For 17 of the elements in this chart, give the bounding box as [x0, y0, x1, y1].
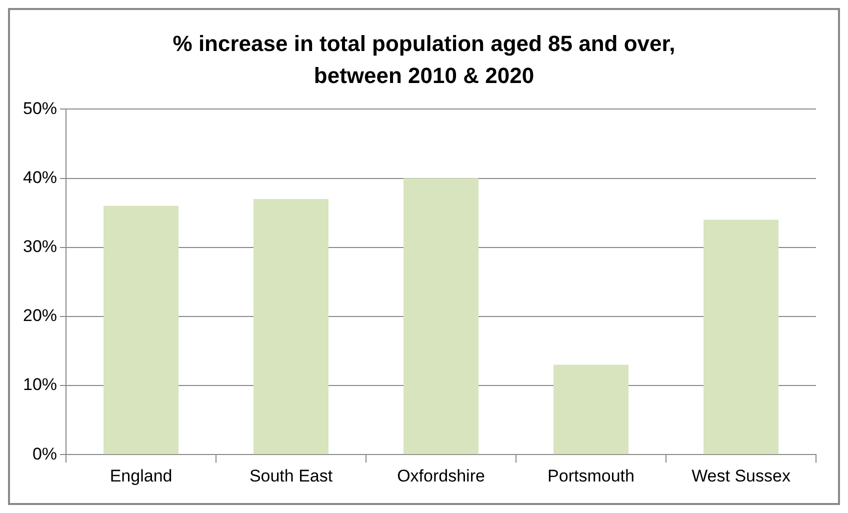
- x-tick-label: South East: [249, 466, 333, 486]
- y-tick-label: 30%: [22, 237, 58, 256]
- x-tick-label: England: [110, 466, 172, 486]
- y-tick-label: 40%: [22, 168, 58, 187]
- bar: [104, 206, 179, 454]
- chart-title: % increase in total population aged 85 and over, between 2010 & 2020: [172, 30, 676, 90]
- x-tick-label: West Sussex: [692, 466, 791, 486]
- bar: [554, 364, 629, 454]
- bar: [254, 199, 329, 454]
- y-tick-label: 10%: [22, 375, 58, 394]
- y-tick-label: 20%: [22, 306, 58, 326]
- y-tick-label: 0%: [32, 444, 58, 464]
- x-tick-label: Portsmouth: [548, 466, 634, 486]
- bar: [704, 220, 778, 454]
- x-tick-label: Oxfordshire: [397, 466, 485, 486]
- bar: [404, 178, 479, 454]
- y-tick-label: 50%: [22, 98, 58, 118]
